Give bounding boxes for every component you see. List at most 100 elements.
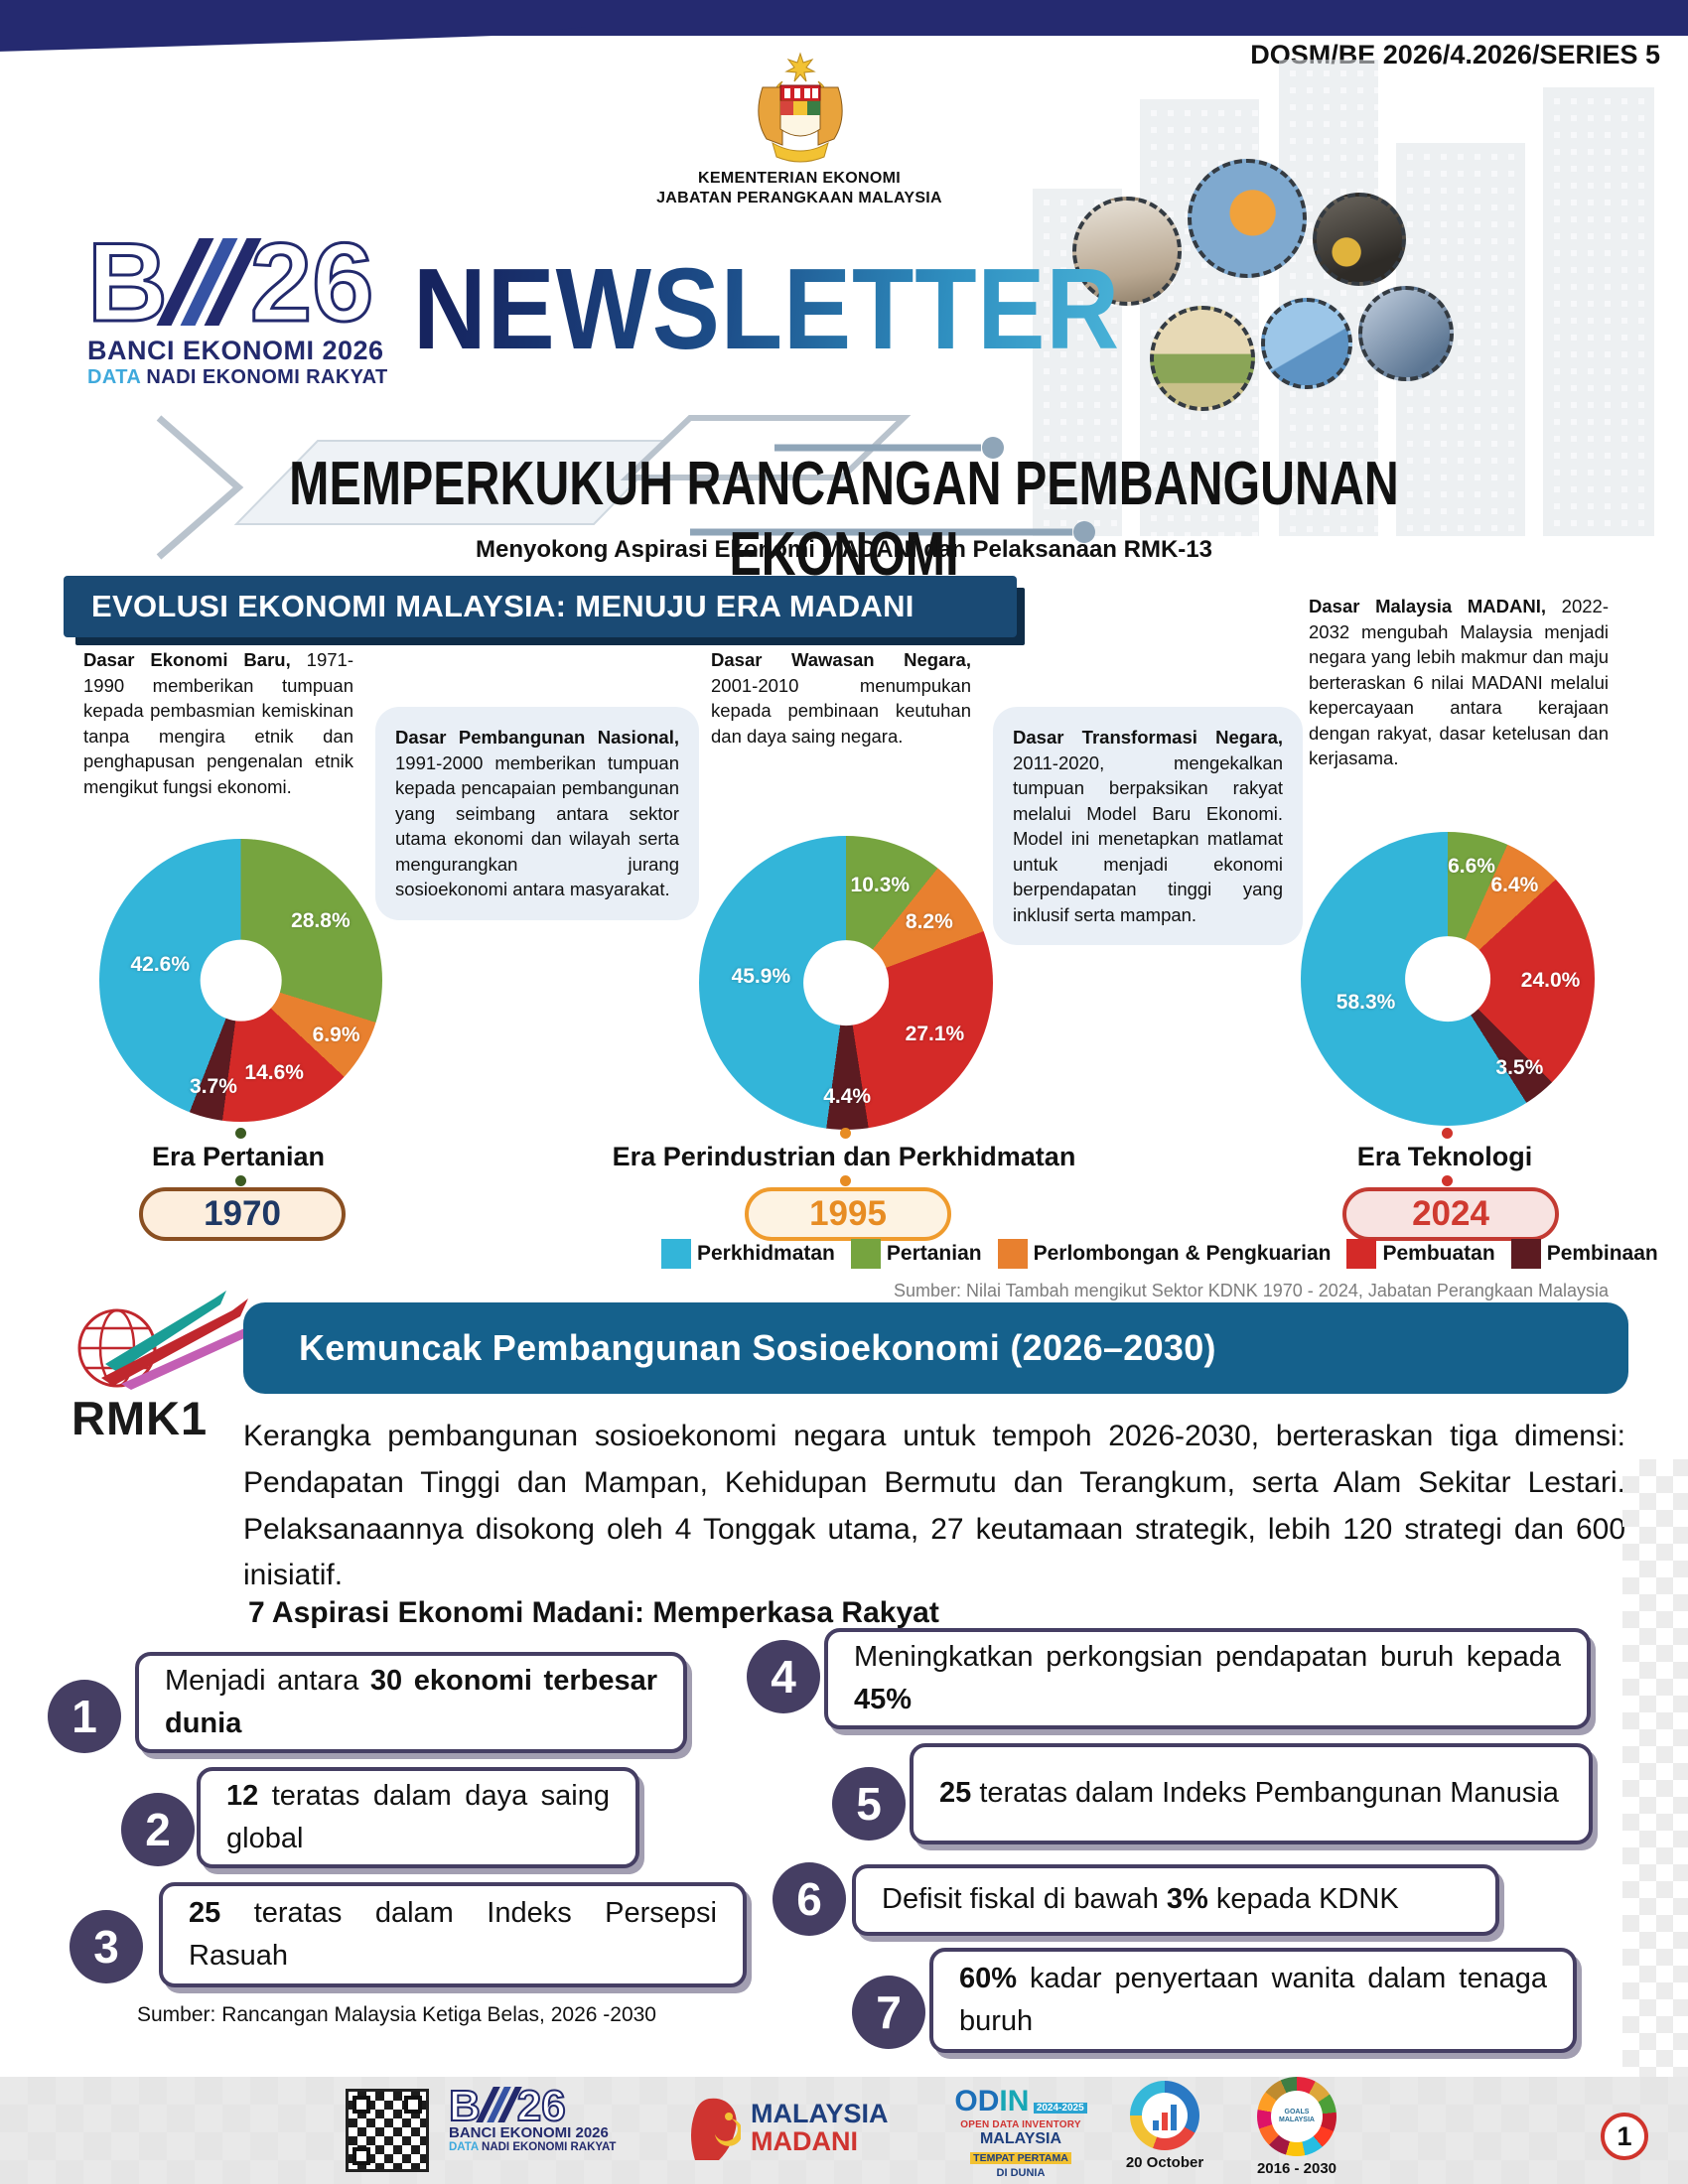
section-rmk-banner: Kemuncak Pembangunan Sosioekonomi (2026–…: [243, 1302, 1628, 1394]
aspiration-badge-1: 1: [48, 1680, 121, 1753]
aspiration-badge-3: 3: [70, 1910, 143, 1983]
donut-chart-2024: 6.6% 6.4% 24.0% 3.5% 58.3%: [1301, 832, 1595, 1126]
building-shape: [1543, 87, 1654, 536]
be26-slashes-icon: [476, 2087, 522, 2122]
photo-agriculture-paddy: [1150, 306, 1255, 411]
qr-code: [346, 2089, 429, 2172]
slice-percent-label: 6.6%: [1448, 855, 1495, 879]
be26-tagline: DATA NADI EKONOMI RAKYAT: [87, 366, 388, 388]
aspiration-badge-5: 5: [832, 1767, 906, 1841]
aspirations-source: Sumber: Rancangan Malaysia Ketiga Belas,…: [137, 2003, 656, 2026]
be26-title: BANCI EKONOMI 2026: [87, 336, 384, 365]
legend-item: Pembinaan: [1510, 1239, 1658, 1269]
slice-percent-label: 4.4%: [823, 1085, 872, 1109]
photo-mining-excavator: [1313, 193, 1406, 286]
legend-item: Perkhidmatan: [661, 1239, 835, 1269]
aspirations-heading: 7 Aspirasi Ekonomi Madani: Memperkasa Ra…: [248, 1596, 939, 1629]
policy-dasar-malaysia-madani: Dasar Malaysia MADANI, 2022-2032 menguba…: [1309, 596, 1609, 769]
slice-percent-label: 45.9%: [731, 965, 791, 989]
photo-manufacturing-robot: [1188, 159, 1307, 278]
accent-dot: [235, 1128, 246, 1139]
newsletter-masthead: NEWSLETTER: [413, 244, 1121, 373]
slice-percent-label: 24.0%: [1520, 968, 1581, 992]
circuit-decoration: [119, 413, 1112, 582]
footer-band: [0, 2077, 1688, 2184]
ministry-line1: KEMENTERIAN EKONOMI: [698, 170, 901, 187]
be26-letter-b: B: [86, 219, 170, 344]
page-number: 1: [1601, 2113, 1648, 2160]
legend-swatch: [1510, 1239, 1541, 1269]
accent-dot: [235, 1175, 246, 1186]
year-pill-1970: 1970: [139, 1187, 346, 1241]
accent-dot: [840, 1175, 851, 1186]
aspiration-badge-2: 2: [121, 1793, 195, 1866]
malaysia-coat-of-arms-icon: [733, 48, 868, 165]
legend-swatch: [1346, 1239, 1377, 1269]
section-rmk-heading: Kemuncak Pembangunan Sosioekonomi (2026–…: [299, 1327, 1216, 1368]
slice-percent-label: 3.5%: [1495, 1055, 1544, 1079]
photo-utilities-pylon: [1358, 286, 1454, 381]
legend-swatch: [997, 1239, 1028, 1269]
building-shape: [1279, 60, 1378, 536]
accent-dot: [1442, 1175, 1453, 1186]
slice-percent-label: 42.6%: [130, 953, 191, 977]
odin-logo: ODIN 2024-2025 OPEN DATA INVENTORY MALAY…: [941, 2085, 1100, 2179]
legend-label: Pembuatan: [1382, 1242, 1495, 1265]
aspiration-box-1: Menjadi antara 30 ekonomi terbesar dunia: [135, 1652, 687, 1753]
policy-dasar-ekonomi-baru: Dasar Ekonomi Baru, 1971-1990 memberikan…: [83, 649, 353, 797]
slice-percent-label: 58.3%: [1336, 990, 1396, 1014]
policy-dasar-transformasi-negara: Dasar Transformasi Negara, 2011-2020, me…: [993, 707, 1303, 946]
rmk13-globe-arrows-icon: [77, 1291, 252, 1390]
legend-label: Perkhidmatan: [697, 1242, 835, 1265]
banci-ekonomi-2026-logo: B 26 BANCI EKONOMI 2026 DATA NADI EKONOM…: [86, 219, 425, 389]
madani-hand-icon: [691, 2098, 741, 2160]
legend-label: Pertanian: [886, 1242, 982, 1265]
top-navy-band-left: [0, 0, 586, 52]
chart-source: Sumber: Nilai Tambah mengikut Sektor KDN…: [893, 1281, 1609, 1300]
footer-checker: [0, 2077, 1688, 2184]
legend-label: Pembinaan: [1546, 1242, 1658, 1265]
legend-swatch: [850, 1239, 881, 1269]
aspiration-box-4: Meningkatkan perkongsian pendapatan buru…: [824, 1628, 1591, 1729]
aspiration-box-2: 12 teratas dalam daya saing global: [197, 1767, 639, 1868]
footer-be26-logo: B 26 BANCI EKONOMI 2026 DATA NADI EKONOM…: [448, 2081, 617, 2153]
policy-dasar-pembangunan-nasional: Dasar Pembangunan Nasional, 1991-2000 me…: [375, 707, 699, 920]
legend-swatch: [661, 1239, 691, 1269]
legend-label: Perlombongan & Pengkuarian: [1033, 1242, 1332, 1265]
section-evolusi-banner: EVOLUSI EKONOMI MALAYSIA: MENUJU ERA MAD…: [64, 576, 1017, 637]
ministry-line2: JABATAN PERANGKAAN MALAYSIA: [656, 190, 942, 206]
world-statistics-day-logo: 20 October: [1120, 2081, 1209, 2171]
aspiration-badge-4: 4: [747, 1640, 820, 1713]
year-pill-1995: 1995: [745, 1187, 951, 1241]
slice-percent-label: 6.9%: [312, 1024, 360, 1047]
slice-percent-label: 6.4%: [1490, 874, 1539, 897]
slice-percent-label: 14.6%: [244, 1061, 304, 1085]
slice-percent-label: 3.7%: [190, 1075, 237, 1099]
slice-percent-label: 28.8%: [291, 909, 351, 933]
year-pill-2024: 2024: [1342, 1187, 1559, 1241]
page-subtitle: Menyokong Aspirasi Ekonomi MADANI dan Pe…: [476, 536, 1212, 563]
donut-chart-1995: 10.3% 8.2% 27.1% 4.4% 45.9%: [699, 836, 993, 1130]
aspiration-box-3: 25 teratas dalam Indeks Persepsi Rasuah: [159, 1882, 747, 1987]
statsday-ring-icon: [1130, 2081, 1199, 2150]
photo-services-retail: [1072, 197, 1182, 306]
aspiration-badge-7: 7: [852, 1976, 925, 2049]
page-title: MEMPERKUKUH RANCANGAN PEMBANGUNAN EKONOM…: [289, 450, 1399, 589]
sdg-logo: GOALS MALAYSIA 2016 - 2030: [1249, 2077, 1344, 2177]
sdg-wheel-icon: GOALS MALAYSIA: [1257, 2077, 1336, 2156]
ministry-name: KEMENTERIAN EKONOMI JABATAN PERANGKAAN M…: [616, 169, 983, 208]
chart-legend: Perkhidmatan Pertanian Perlombongan & Peng…: [661, 1239, 1658, 1269]
slice-percent-label: 8.2%: [905, 910, 953, 934]
be26-number: 26: [248, 219, 375, 344]
slice-percent-label: 10.3%: [850, 874, 911, 897]
aspiration-badge-6: 6: [773, 1862, 846, 1936]
legend-item: Perlombongan & Pengkuarian: [997, 1239, 1332, 1269]
legend-item: Pertanian: [850, 1239, 982, 1269]
aspiration-box-6: Defisit fiskal di bawah 3% kepada KDNK: [852, 1864, 1499, 1936]
policy-dasar-wawasan-negara: Dasar Wawasan Negara, 2001-2010 menumpuk…: [711, 649, 971, 747]
donut-chart-1970: 28.8% 6.9% 14.6% 3.7% 42.6%: [99, 839, 382, 1122]
checker-strip: [1622, 1459, 1688, 2077]
photo-construction-crane: [1261, 298, 1352, 389]
rmk13-logo-text: RMK1: [71, 1392, 209, 1444]
section-evolusi-heading: EVOLUSI EKONOMI MALAYSIA: MENUJU ERA MAD…: [91, 589, 914, 623]
